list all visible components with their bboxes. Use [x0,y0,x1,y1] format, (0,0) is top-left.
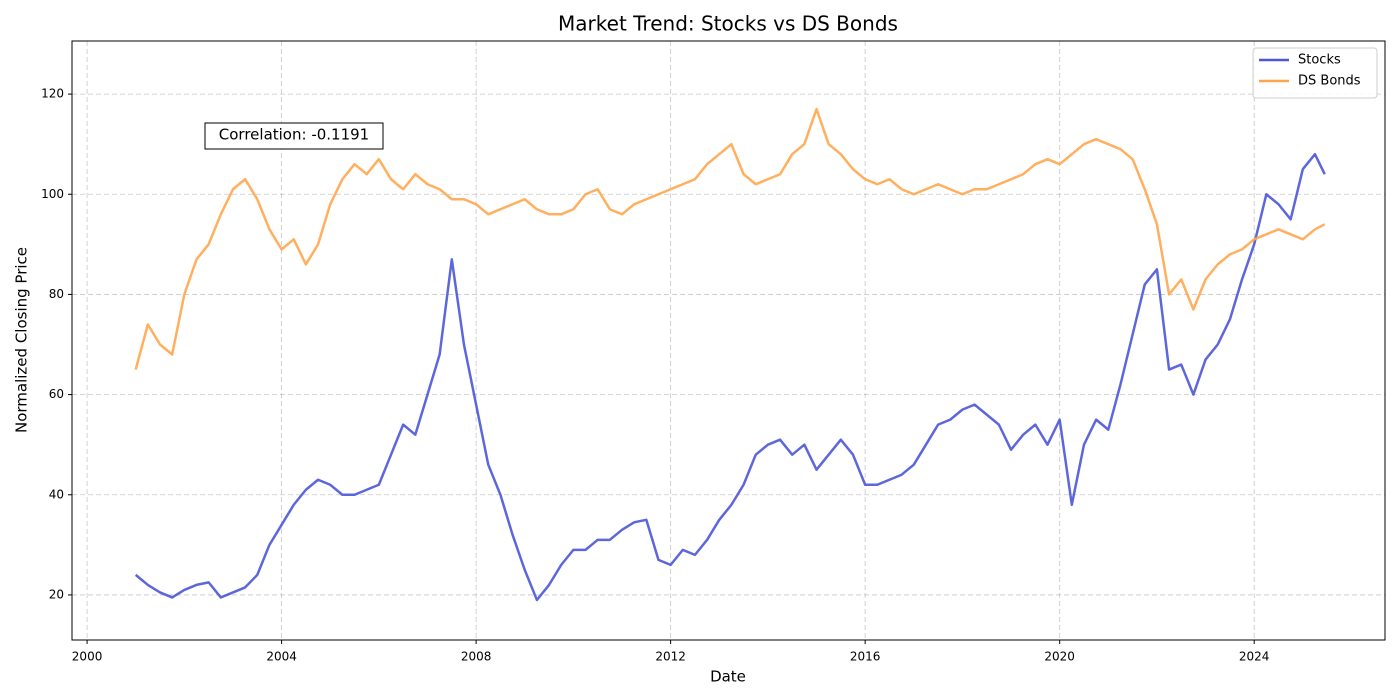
legend-label: DS Bonds [1298,74,1361,89]
legend-label: Stocks [1298,53,1341,68]
x-tick-label: 2012 [655,650,686,664]
series-line [134,107,1326,370]
y-axis-label: Normalized Closing Price [13,247,31,433]
plot [134,107,1326,602]
x-tick-label: 2024 [1239,650,1270,664]
y-tick-label: 40 [49,487,64,501]
grid [72,41,1385,640]
y-tick-label: 60 [49,387,64,401]
annotation-box [204,122,384,150]
plot-frame [71,40,1386,641]
x-tick-label: 2008 [461,650,492,664]
x-tick-label: 2000 [72,650,103,664]
chart-title: Market Trend: Stocks vs DS Bonds [558,12,898,36]
y-tick-label: 100 [41,187,64,201]
x-tick-label: 2004 [266,650,297,664]
x-tick-label: 2020 [1044,650,1075,664]
x-tick-label: 2016 [850,650,881,664]
annotation: Correlation: -0.1191 [219,126,369,144]
y-tick-label: 120 [41,87,64,101]
y-tick-label: 80 [49,287,64,301]
x-axis-label: Date [710,668,746,686]
y-tick-label: 20 [49,587,64,601]
series-line [134,152,1326,602]
